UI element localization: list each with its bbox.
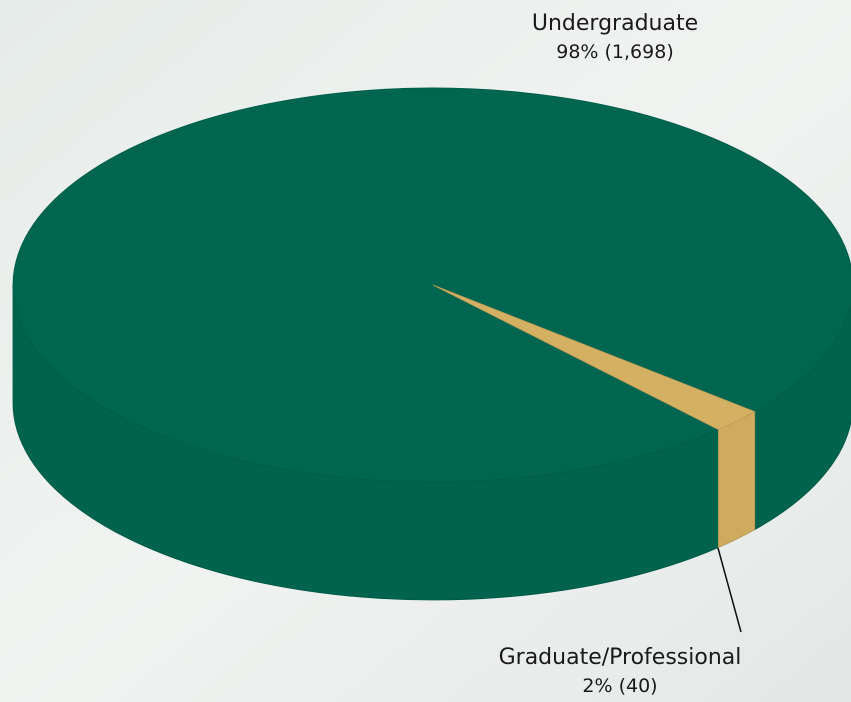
slice bbox=[432, 284, 756, 430]
slice bbox=[12, 87, 851, 483]
slice-label: Graduate/Professional bbox=[499, 645, 742, 670]
slice-value-label: 2% (40) bbox=[582, 675, 657, 697]
slice-label: Undergraduate bbox=[532, 11, 698, 36]
pie bbox=[12, 87, 851, 601]
slice-side bbox=[717, 410, 756, 549]
leader-line bbox=[717, 547, 742, 633]
slice-value-label: 98% (1,698) bbox=[556, 41, 674, 63]
